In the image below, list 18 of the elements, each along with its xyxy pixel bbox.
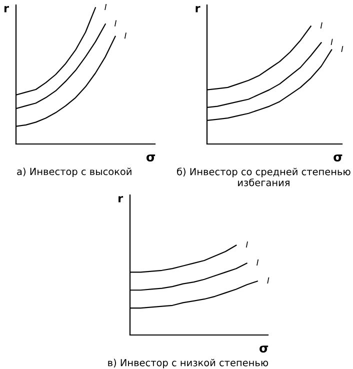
y-axis-title: r <box>118 196 124 202</box>
series-label: I <box>330 38 333 45</box>
x-axis-title: σ <box>260 346 268 353</box>
series-label: I <box>114 20 117 26</box>
series-label: I <box>256 259 259 266</box>
series-label: I <box>341 46 344 52</box>
text: а) Инвестор с высокой <box>17 168 132 178</box>
series-label: I <box>246 241 248 248</box>
series-label: I <box>104 4 107 10</box>
text: б) Инвестор со средней степенью избегания <box>177 168 350 186</box>
x-axis-title: σ <box>334 154 342 162</box>
y-axis-title: r <box>196 6 200 12</box>
text: в) Инвестор с низкой степенью <box>108 358 268 368</box>
y-axis-title: r <box>4 6 9 12</box>
series-label: I <box>320 22 322 29</box>
series-label: I <box>267 277 270 284</box>
x-axis-title: σ <box>146 154 156 162</box>
series-label: I <box>124 32 126 39</box>
